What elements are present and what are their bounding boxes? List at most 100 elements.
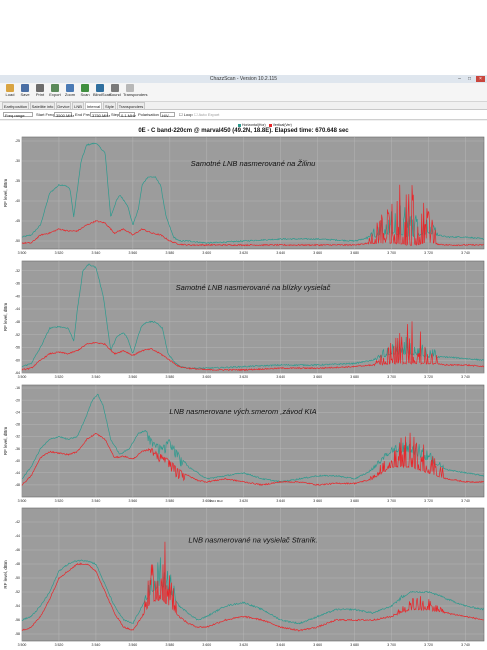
plot-area: Horizontal(Hor) Vertical(Ver) 0E - C ban… bbox=[0, 121, 487, 650]
x-tick-label: 3 700 bbox=[387, 499, 396, 503]
toolbar-label: Print bbox=[35, 92, 45, 97]
scan-button[interactable]: Scan bbox=[78, 84, 92, 100]
tab-transponders[interactable]: Transponders bbox=[117, 102, 145, 109]
y-tick-label: -45 bbox=[15, 219, 20, 223]
y-tick-label: -44 bbox=[15, 307, 20, 311]
y-tick-label: -40 bbox=[15, 459, 20, 463]
toolbar: Load Save Print Export Zoom Scan BlindScan Soun… bbox=[0, 83, 487, 102]
step-input[interactable]: 0.1 MHz bbox=[119, 112, 136, 118]
save-button[interactable]: Save bbox=[18, 84, 32, 100]
x-tick-label: 3 720 bbox=[424, 375, 433, 379]
chart-annotation: LNB nasmerovane vých.smerom ,závod KIA bbox=[169, 407, 316, 416]
tab-device[interactable]: Device bbox=[56, 102, 71, 109]
range-select[interactable]: Freq range bbox=[3, 112, 33, 118]
sound-icon bbox=[111, 84, 119, 92]
x-tick-label: 3 620 bbox=[239, 499, 248, 503]
polarisation-select[interactable]: H/V bbox=[160, 112, 175, 118]
x-tick-label: 3 540 bbox=[92, 643, 101, 647]
y-tick-label: -36 bbox=[15, 447, 20, 451]
legend-vertical: Vertical(Ver) bbox=[272, 123, 292, 127]
y-tick-label: -56 bbox=[15, 618, 20, 622]
blindscan-button[interactable]: BlindScan bbox=[93, 84, 111, 100]
x-tick-label: 3 720 bbox=[424, 251, 433, 255]
load-button[interactable]: Load bbox=[3, 84, 17, 100]
sound-button[interactable]: Sound bbox=[108, 84, 122, 100]
x-tick-label: 3 520 bbox=[55, 251, 64, 255]
x-tick-label: 3 740 bbox=[461, 643, 470, 647]
tab-interval[interactable]: Interval bbox=[85, 102, 102, 109]
tab-satellite-info[interactable]: Satellite info bbox=[30, 102, 55, 109]
loop-label: Loop bbox=[183, 112, 193, 117]
x-tick-label: 3 560 bbox=[128, 251, 137, 255]
y-tick-label: -32 bbox=[15, 269, 20, 273]
x-tick-label: 3 620 bbox=[239, 643, 248, 647]
x-tick-label: 3 740 bbox=[461, 499, 470, 503]
x-tick-label: 3 600 bbox=[202, 251, 211, 255]
y-tick-label: -50 bbox=[15, 239, 20, 243]
export-button[interactable]: Export bbox=[48, 84, 62, 100]
toolbar-label: Sound bbox=[109, 92, 121, 97]
plot-title: 0E - C band-220cm @ marval450 (49.2N, 18… bbox=[138, 128, 349, 134]
x-tick-label: 3 600 bbox=[202, 643, 211, 647]
x-tick-label: 3 500 bbox=[18, 251, 27, 255]
y-tick-label: -52 bbox=[15, 590, 20, 594]
x-tick-label: 3 520 bbox=[55, 643, 64, 647]
tab-earthposition[interactable]: Earthposition bbox=[2, 102, 29, 109]
x-tick-label: 3 680 bbox=[350, 499, 359, 503]
end-freq-label: End Freq bbox=[75, 112, 92, 117]
x-tick-label: 3 660 bbox=[313, 375, 322, 379]
y-tick-label: -40 bbox=[15, 294, 20, 298]
y-tick-label: -35 bbox=[15, 179, 20, 183]
window-title: ChazzScan - Version 10.2.115 bbox=[209, 76, 278, 82]
settings-tabs: Earthposition Satellite info Device LNB Inte… bbox=[0, 102, 487, 110]
tab-lnb[interactable]: LNB bbox=[72, 102, 84, 109]
legend-horizontal: Horizontal(Hor) bbox=[242, 123, 266, 127]
toolbar-label: Load bbox=[5, 92, 15, 97]
x-tick-label: 3 680 bbox=[350, 643, 359, 647]
y-tick-label: -16 bbox=[15, 386, 20, 390]
folder-icon bbox=[6, 84, 14, 92]
y-tick-label: -48 bbox=[15, 483, 20, 487]
y-tick-label: -52 bbox=[15, 333, 20, 337]
transponders-button[interactable]: Transponders bbox=[123, 84, 148, 100]
x-tick-label: 3 640 bbox=[276, 375, 285, 379]
end-freq-input[interactable]: 3750 MHz bbox=[90, 112, 111, 118]
x-tick-label: 3 580 bbox=[165, 499, 174, 503]
print-button[interactable]: Print bbox=[33, 84, 47, 100]
x-tick-label: 3 540 bbox=[92, 499, 101, 503]
y-tick-label: -46 bbox=[15, 548, 20, 552]
maximize-button[interactable]: □ bbox=[467, 76, 472, 82]
chart-annotation: LNB nasmerované na vysielač Straník. bbox=[188, 536, 317, 545]
toolbar-label: Zoom bbox=[64, 92, 76, 97]
plot-background bbox=[21, 384, 485, 498]
toolbar-label: Export bbox=[49, 92, 61, 97]
series-line-vertical bbox=[21, 321, 485, 372]
y-tick-label: -48 bbox=[15, 562, 20, 566]
x-tick-label: 3 560 bbox=[128, 499, 137, 503]
x-tick-label: 3 660 bbox=[313, 251, 322, 255]
print-icon bbox=[36, 84, 44, 92]
y-tick-label: -20 bbox=[15, 398, 20, 402]
toolbar-label: Save bbox=[20, 92, 30, 97]
plot-background bbox=[21, 136, 485, 250]
application-window: ChazzScan - Version 10.2.115 – □ × Load S… bbox=[0, 75, 487, 650]
plot-background bbox=[21, 260, 485, 374]
x-tick-label: 3 600 bbox=[202, 375, 211, 379]
start-freq-input[interactable]: 3500 MHz bbox=[54, 112, 75, 118]
auto-export-checkbox[interactable]: ☐ Auto Export bbox=[194, 112, 220, 117]
x-tick-label: 3 620 bbox=[239, 375, 248, 379]
zoom-button[interactable]: Zoom bbox=[63, 84, 77, 100]
toolbar-label: Scan bbox=[80, 92, 90, 97]
x-tick-label: 3 600 bbox=[202, 499, 211, 503]
tab-style[interactable]: Style bbox=[103, 102, 116, 109]
close-button[interactable]: × bbox=[476, 76, 485, 82]
y-tick-label: -64 bbox=[15, 371, 20, 375]
minimize-button[interactable]: – bbox=[458, 76, 461, 82]
x-tick-label: 3 540 bbox=[92, 375, 101, 379]
x-tick-label: 3 700 bbox=[387, 643, 396, 647]
start-freq-label: Start Freq bbox=[36, 112, 54, 117]
loop-checkbox[interactable]: ☐ Loop bbox=[179, 112, 193, 117]
series-line-vertical bbox=[21, 184, 484, 247]
series-line-horizontal bbox=[21, 393, 485, 483]
x-tick-label: 3 660 bbox=[313, 499, 322, 503]
